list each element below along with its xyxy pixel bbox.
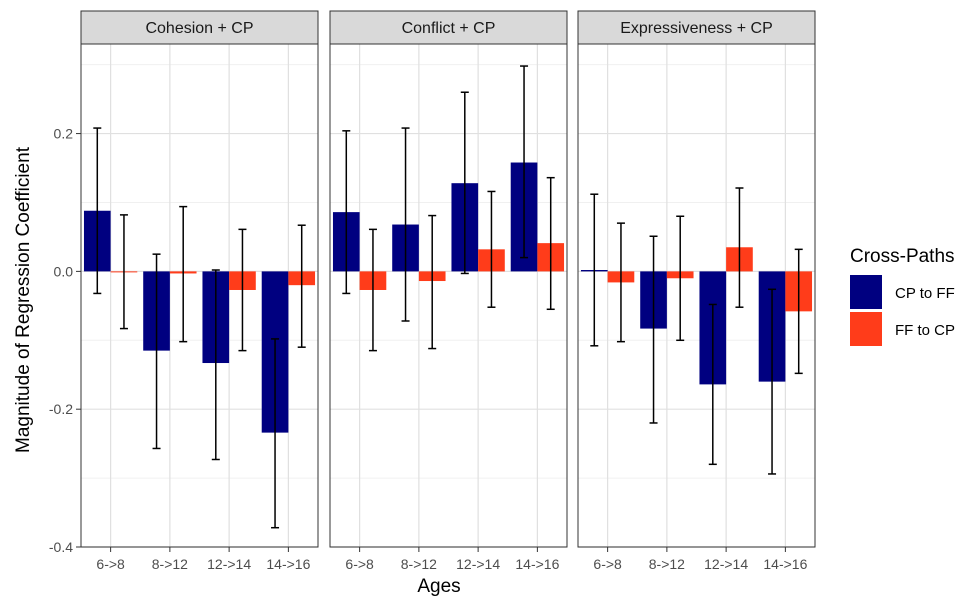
x-axis-title: Ages [417, 576, 460, 597]
error-bar [271, 338, 280, 529]
facet-strip-label: Cohesion + CP [145, 20, 253, 37]
error-bar [297, 224, 306, 348]
legend-key-ff-to-cp [850, 312, 882, 346]
facet-panel: Expressiveness + CP 6->8 8->12 12->14 14->16 [577, 10, 816, 572]
x-tick-label: 14->16 [763, 556, 807, 572]
x-tick-label: 8->12 [649, 556, 685, 572]
error-bar [152, 253, 161, 450]
panel-background [330, 44, 567, 547]
legend-entry-label: CP to FF [895, 285, 955, 302]
y-tick-label: -0.2 [49, 401, 73, 417]
y-axis-title: Magnitude of Regression Coefficient [13, 146, 34, 453]
facet-panel: Cohesion + CP 6->8 8->12 12->14 14->16 [80, 10, 319, 572]
error-bar [342, 130, 351, 295]
y-tick-label: 0.2 [54, 126, 74, 142]
x-tick-label: 14->16 [515, 556, 559, 572]
panel-border [80, 43, 319, 548]
x-tick-label: 6->8 [96, 556, 125, 572]
x-tick-label: 6->8 [345, 556, 374, 572]
error-bar [460, 91, 469, 275]
facet-strip [329, 10, 568, 45]
error-bar [368, 228, 377, 352]
legend-key-cp-to-ff [850, 275, 882, 309]
error-bar [93, 127, 102, 295]
x-tick-label: 8->12 [401, 556, 437, 572]
facet-panel: Conflict + CP 6->8 8->12 12->14 14->16 [329, 10, 568, 572]
x-tick-label: 12->14 [704, 556, 748, 572]
error-bar [616, 222, 625, 343]
facet-strip-label: Expressiveness + CP [620, 20, 773, 37]
y-tick-label: 0.0 [54, 263, 74, 279]
facet-strip-label: Conflict + CP [402, 20, 496, 37]
x-tick-label: 8->12 [152, 556, 188, 572]
error-bar [211, 269, 220, 461]
error-bar [708, 303, 717, 466]
x-tick-label: 6->8 [593, 556, 622, 572]
error-bar [520, 65, 529, 259]
x-tick-label: 12->14 [456, 556, 500, 572]
error-bar [590, 193, 599, 347]
legend-title: Cross-Paths [850, 246, 955, 267]
error-bar [401, 127, 410, 322]
error-bar [794, 248, 803, 375]
x-tick-label: 12->14 [207, 556, 251, 572]
facet-strip [80, 10, 319, 45]
legend-entry-label: FF to CP [895, 322, 955, 339]
y-tick-label: -0.4 [49, 539, 73, 555]
error-bar [649, 235, 658, 424]
legend: Cross-Paths CP to FF FF to CP [850, 246, 955, 346]
error-bar [428, 214, 437, 350]
x-tick-label: 14->16 [266, 556, 310, 572]
error-bar [735, 187, 744, 308]
error-bar [238, 228, 247, 352]
panel-border [577, 43, 816, 548]
error-bar [179, 205, 188, 343]
panel-border [329, 43, 568, 548]
facet-strip [577, 10, 816, 45]
error-bar [487, 190, 496, 308]
error-bar [676, 215, 685, 342]
error-bar [119, 214, 128, 330]
facet-panels: Cohesion + CP6->8 8->12 12->14 14->16Confli… [80, 10, 816, 572]
y-axis: -0.4 -0.2 0.0 0.2 [49, 126, 81, 555]
error-bar [546, 176, 555, 311]
error-bar [768, 288, 777, 475]
